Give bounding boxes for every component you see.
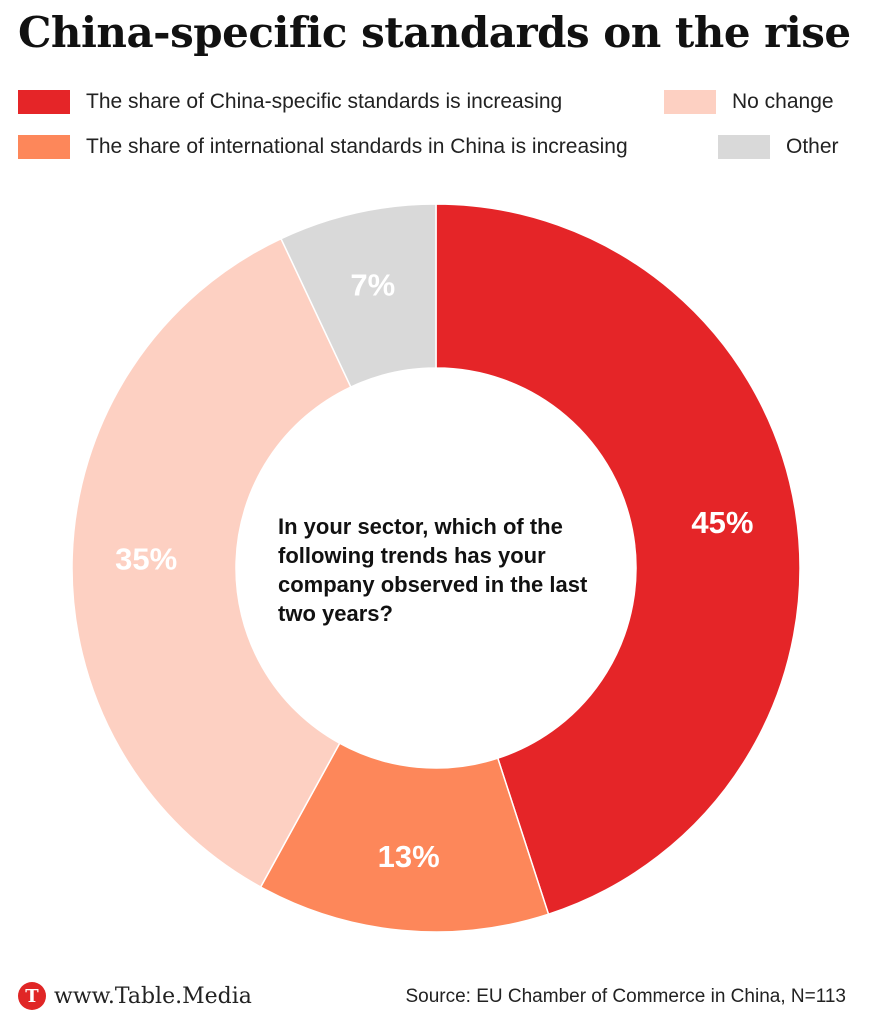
slice-label-1: 13% xyxy=(378,839,440,874)
legend-swatch xyxy=(18,135,70,159)
legend-label: The share of China-specific standards is… xyxy=(86,90,563,113)
legend-label: The share of international standards in … xyxy=(86,135,628,158)
donut-labels: 45% 13% 35% 7% xyxy=(115,267,753,874)
table-media-logo-icon: T xyxy=(18,982,46,1010)
legend-item-china-specific: The share of China-specific standards is… xyxy=(18,90,562,114)
slice-label-2: 35% xyxy=(115,541,177,576)
legend-swatch xyxy=(718,135,770,159)
legend-item-international: The share of international standards in … xyxy=(18,135,628,159)
legend-label: Other xyxy=(786,135,839,158)
donut-chart: 45% 13% 35% 7% xyxy=(71,203,801,933)
donut-slice-0 xyxy=(435,203,801,916)
legend-swatch xyxy=(664,90,716,114)
brand-logo[interactable]: T www.Table.Media xyxy=(18,982,252,1010)
slice-label-3: 7% xyxy=(350,267,395,302)
slice-label-0: 45% xyxy=(691,505,753,540)
brand-url: www.Table.Media xyxy=(54,983,252,1009)
legend-item-no-change: No change xyxy=(664,90,834,114)
survey-question: In your sector, which of the following t… xyxy=(278,514,588,626)
legend-swatch xyxy=(18,90,70,114)
donut-slice-1 xyxy=(259,742,550,933)
chart-title: China-specific standards on the rise xyxy=(18,8,851,57)
donut-slices xyxy=(71,203,801,933)
source-note: Source: EU Chamber of Commerce in China,… xyxy=(405,986,846,1007)
legend-item-other: Other xyxy=(718,135,839,159)
donut-slice-3 xyxy=(280,203,437,389)
donut-slice-2 xyxy=(71,237,352,888)
legend-label: No change xyxy=(732,90,834,113)
